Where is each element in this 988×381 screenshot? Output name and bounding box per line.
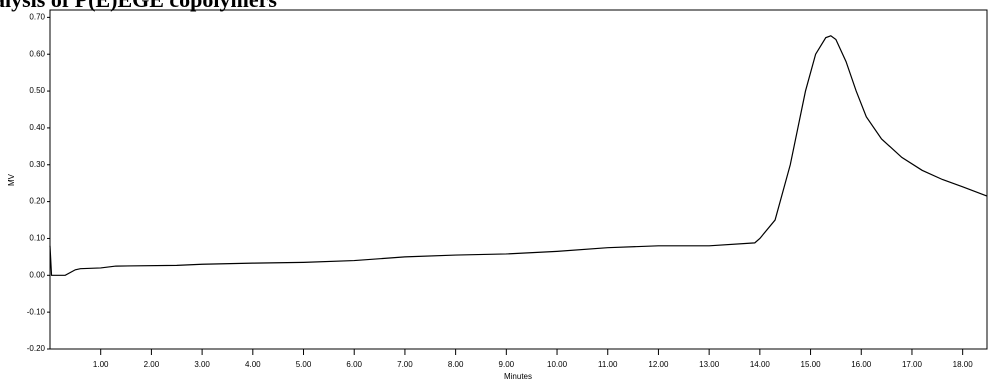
x-tick-label: 4.00 xyxy=(245,360,261,369)
y-tick-label: 0.40 xyxy=(29,123,45,132)
x-tick-label: 7.00 xyxy=(397,360,413,369)
x-tick-label: 12.00 xyxy=(648,360,669,369)
x-tick-label: 17.00 xyxy=(902,360,923,369)
y-tick-label: -0.20 xyxy=(27,344,46,353)
y-tick-label: 0.50 xyxy=(29,86,45,95)
x-tick-label: 15.00 xyxy=(801,360,822,369)
x-tick-label: 3.00 xyxy=(194,360,210,369)
x-tick-label: 5.00 xyxy=(296,360,312,369)
y-tick-label: 0.30 xyxy=(29,160,45,169)
line-series xyxy=(49,35,988,276)
y-tick-label: 0.60 xyxy=(29,49,45,58)
x-axis-label: Minutes xyxy=(504,372,532,381)
x-tick-label: 2.00 xyxy=(144,360,160,369)
x-tick-label: 16.00 xyxy=(851,360,872,369)
y-tick-label: -0.10 xyxy=(27,307,46,316)
x-tick-label: 14.00 xyxy=(750,360,771,369)
plot-frame xyxy=(49,9,988,350)
x-tick-label: 10.00 xyxy=(547,360,568,369)
y-axis-label: MV xyxy=(7,173,16,186)
y-tick-label: 0.70 xyxy=(29,12,45,21)
x-tick-label: 13.00 xyxy=(699,360,720,369)
y-tick-label: 0.20 xyxy=(29,197,45,206)
x-tick-label: 8.00 xyxy=(448,360,464,369)
x-tick-label: 11.00 xyxy=(598,360,618,369)
y-tick-label: 0.10 xyxy=(29,234,45,243)
x-tick-label: 6.00 xyxy=(346,360,362,369)
x-tick-label: 18.00 xyxy=(953,360,974,369)
x-tick-label: 9.00 xyxy=(499,360,515,369)
x-tick-label: 1.00 xyxy=(93,360,109,369)
chart-title: alysis of P(E)EGE copolymers xyxy=(0,0,277,12)
y-tick-label: 0.00 xyxy=(29,270,45,279)
